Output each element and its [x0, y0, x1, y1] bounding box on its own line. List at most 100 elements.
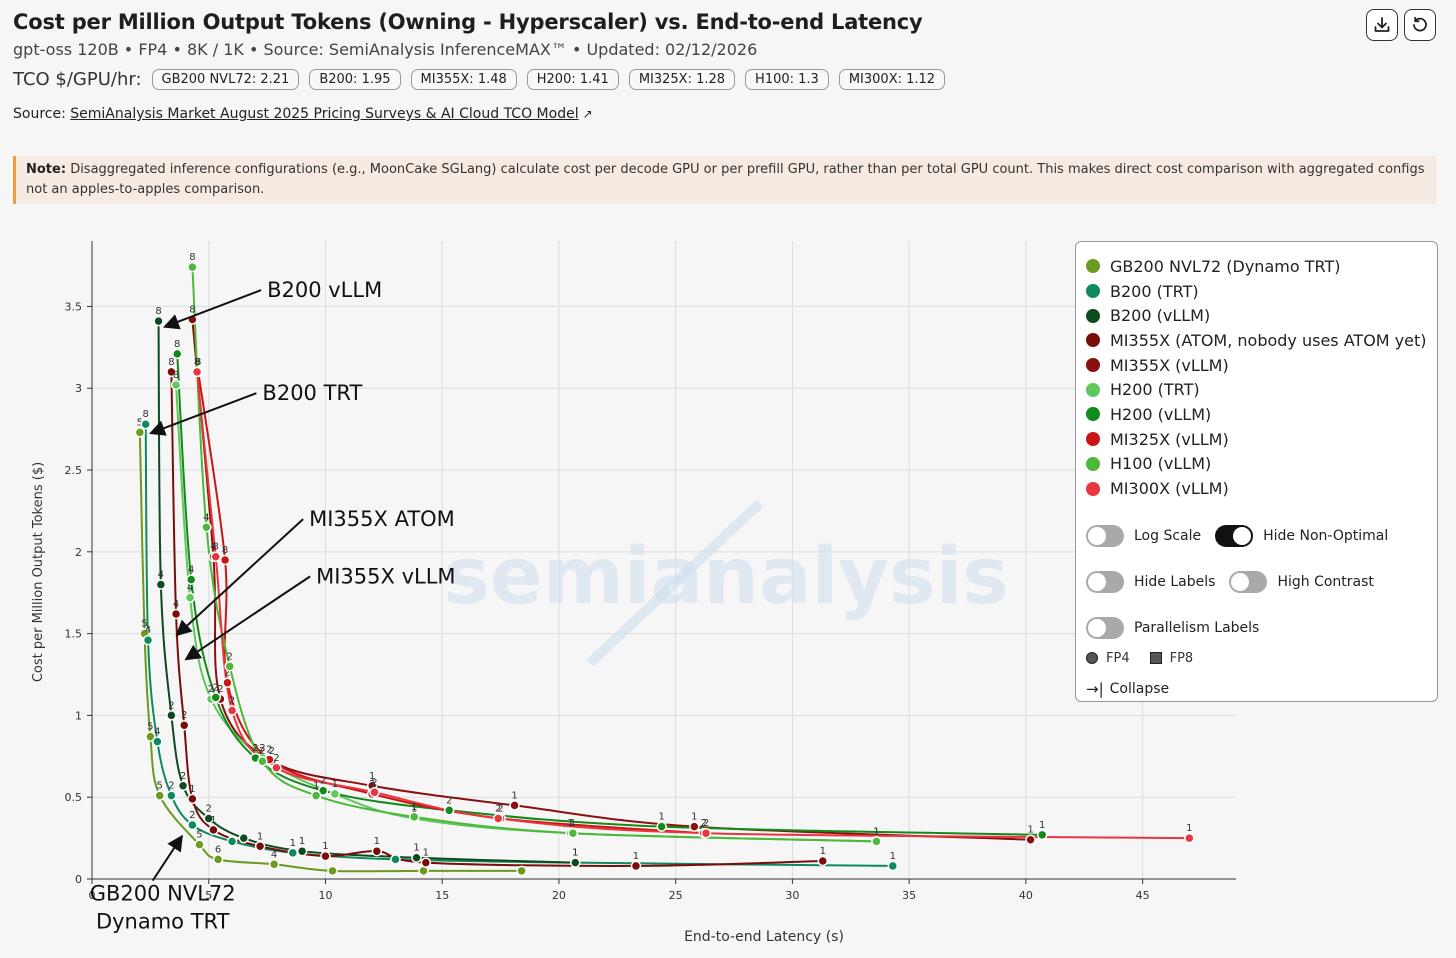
- data-point-label: 2: [497, 803, 503, 814]
- data-point: [317, 785, 329, 796]
- data-point: [219, 554, 231, 566]
- log-scale-label: Log Scale: [1134, 527, 1202, 544]
- data-point: [171, 348, 183, 360]
- annotation-arrow: [162, 289, 262, 330]
- data-point-label: 2: [252, 743, 258, 754]
- data-point-label: 1: [511, 790, 517, 801]
- data-point: [287, 847, 299, 859]
- data-point-label: 4: [145, 625, 151, 636]
- y-tick-label: 0.5: [65, 791, 83, 804]
- data-point-label: 4: [203, 512, 209, 523]
- data-point: [203, 813, 214, 824]
- legend-item[interactable]: H200 (TRT): [1086, 377, 1427, 402]
- data-point-label: 8: [168, 357, 174, 368]
- note-label: Note:: [26, 162, 67, 177]
- x-tick-label: 25: [669, 889, 683, 902]
- data-point-label: 1: [820, 846, 826, 857]
- data-point: [166, 790, 177, 801]
- data-point-label: 1: [257, 831, 263, 842]
- hide-non-optimal-toggle[interactable]: [1215, 524, 1254, 547]
- x-axis-label: End-to-end Latency (s): [684, 929, 844, 945]
- high-contrast-toggle[interactable]: [1229, 570, 1268, 593]
- data-point-label: 2: [208, 684, 214, 695]
- data-point: [271, 762, 282, 774]
- toggle-knob: [1088, 526, 1106, 545]
- data-point-label: 2: [206, 803, 212, 814]
- data-point-label: 8: [174, 339, 180, 350]
- data-point-label: 1: [413, 843, 419, 854]
- data-point-label: 2: [701, 818, 707, 829]
- toggle-knob: [1231, 572, 1250, 591]
- parallelism-labels-toggle[interactable]: [1086, 616, 1124, 639]
- legend-item[interactable]: H100 (vLLM): [1086, 452, 1427, 477]
- data-point: [871, 836, 882, 847]
- data-point: [257, 755, 268, 767]
- toggle-knob: [1233, 526, 1252, 545]
- data-point-label: 2: [168, 781, 174, 792]
- legend-item[interactable]: H200 (vLLM): [1086, 402, 1427, 427]
- fp4-marker-icon: [1086, 652, 1098, 665]
- external-link-icon: ↗: [582, 107, 593, 121]
- source-prefix: Source:: [13, 106, 66, 122]
- legend-item[interactable]: B200 (TRT): [1086, 279, 1427, 304]
- x-tick-label: 0: [89, 889, 96, 902]
- legend-item[interactable]: MI300X (vLLM): [1086, 476, 1427, 501]
- legend-dot-icon: [1086, 456, 1100, 471]
- data-point-label: 4: [210, 542, 216, 553]
- data-point: [155, 579, 167, 590]
- data-point: [887, 860, 899, 872]
- legend-item[interactable]: MI355X (ATOM, nobody uses ATOM yet): [1086, 328, 1427, 353]
- collapse-button[interactable]: →| Collapse: [1086, 680, 1427, 698]
- data-point-label: 1: [633, 851, 639, 862]
- legend-item[interactable]: MI355X (vLLM): [1086, 353, 1427, 378]
- data-point-label: 6: [215, 844, 221, 855]
- download-button[interactable]: [1366, 9, 1398, 41]
- data-point: [187, 261, 198, 273]
- data-point-label: 1: [873, 826, 879, 837]
- data-point: [411, 852, 422, 863]
- tco-pill-gb200: GB200 NVL72: 2.21: [151, 69, 300, 90]
- source-link[interactable]: SemiAnalysis Market August 2025 Pricing …: [70, 106, 579, 122]
- legend-dot-icon: [1086, 308, 1100, 323]
- data-point-label: 1: [189, 784, 195, 795]
- data-point-label: 5: [147, 722, 153, 733]
- data-point: [390, 854, 401, 865]
- y-tick-label: 0: [75, 873, 82, 886]
- data-point-label: 2: [259, 743, 265, 754]
- data-point: [212, 854, 224, 865]
- data-point: [327, 865, 338, 877]
- data-point: [210, 692, 221, 703]
- data-point-label: 2: [269, 746, 275, 757]
- watermark-stroke: [586, 499, 764, 667]
- tco-pill-h100: H100: 1.3: [745, 69, 829, 90]
- data-point: [492, 813, 504, 824]
- download-icon: [1374, 17, 1390, 32]
- data-point-label: 4: [271, 849, 277, 860]
- legend-item[interactable]: B200 (vLLM): [1086, 303, 1427, 328]
- x-tick-label: 30: [785, 889, 799, 902]
- fp8-label: FP8: [1169, 650, 1194, 666]
- data-point: [152, 736, 163, 747]
- data-point: [329, 788, 341, 800]
- data-point-label: 1: [313, 781, 319, 792]
- reset-button[interactable]: [1404, 9, 1436, 41]
- legend-item[interactable]: MI325X (vLLM): [1086, 427, 1427, 452]
- data-point: [226, 705, 238, 716]
- data-point-label: 1: [570, 818, 576, 829]
- data-point-label: 2: [168, 700, 174, 711]
- data-point: [185, 574, 197, 585]
- data-point: [1036, 829, 1048, 841]
- data-point-label: 2: [320, 776, 326, 787]
- data-point: [369, 787, 380, 798]
- data-point: [570, 857, 581, 868]
- legend-dot-icon: [1086, 382, 1100, 397]
- data-point: [630, 860, 642, 872]
- toggle-row-2: Hide Labels High Contrast: [1086, 569, 1427, 595]
- x-tick-label: 45: [1136, 889, 1150, 902]
- legend-item[interactable]: GB200 NVL72 (Dynamo TRT): [1086, 254, 1427, 279]
- data-point: [187, 819, 198, 831]
- data-point-label: 8: [143, 409, 149, 420]
- hide-labels-toggle[interactable]: [1086, 570, 1124, 593]
- log-scale-toggle[interactable]: [1086, 524, 1124, 547]
- data-point: [140, 418, 151, 430]
